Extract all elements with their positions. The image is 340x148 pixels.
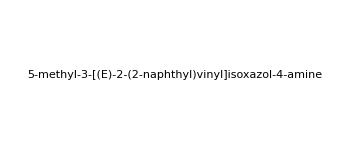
- Text: 5-methyl-3-[(E)-2-(2-naphthyl)vinyl]isoxazol-4-amine: 5-methyl-3-[(E)-2-(2-naphthyl)vinyl]isox…: [27, 70, 322, 80]
